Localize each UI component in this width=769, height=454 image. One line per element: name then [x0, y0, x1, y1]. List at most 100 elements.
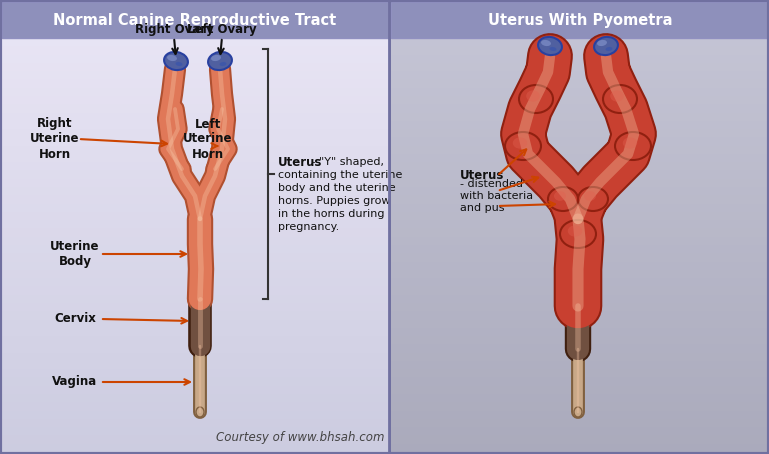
Bar — [2, 319, 389, 328]
Bar — [2, 261, 389, 270]
Bar — [391, 228, 767, 237]
Bar — [391, 352, 767, 361]
Bar — [391, 253, 767, 262]
Bar — [391, 261, 767, 270]
Bar — [391, 369, 767, 377]
Bar — [391, 212, 767, 220]
Ellipse shape — [578, 187, 608, 211]
Bar — [2, 352, 389, 361]
Bar — [2, 178, 389, 187]
Bar — [2, 311, 389, 320]
Bar — [391, 302, 767, 311]
Bar — [391, 269, 767, 278]
Bar — [391, 236, 767, 245]
Ellipse shape — [560, 220, 596, 248]
Bar — [2, 195, 389, 203]
Bar — [391, 54, 767, 63]
Bar — [391, 46, 767, 54]
Bar — [2, 269, 389, 278]
Bar — [2, 419, 389, 427]
Bar — [2, 137, 389, 146]
Ellipse shape — [208, 52, 232, 70]
Bar — [391, 104, 767, 113]
Ellipse shape — [538, 37, 562, 55]
Bar — [2, 435, 389, 444]
Bar — [2, 220, 389, 228]
Bar — [391, 286, 767, 295]
Bar — [2, 128, 389, 138]
Bar — [2, 245, 389, 253]
Text: Vagina: Vagina — [52, 375, 98, 389]
Bar — [2, 327, 389, 336]
Bar — [391, 410, 767, 419]
Text: body and the uterine: body and the uterine — [278, 183, 395, 193]
Ellipse shape — [615, 132, 651, 160]
Bar — [391, 344, 767, 353]
Ellipse shape — [175, 62, 182, 66]
Text: Uterus With Pyometra: Uterus With Pyometra — [488, 13, 672, 28]
Bar — [391, 87, 767, 96]
Bar — [2, 46, 389, 54]
Bar — [391, 443, 767, 452]
Ellipse shape — [605, 47, 612, 51]
Bar — [391, 277, 767, 286]
Ellipse shape — [568, 225, 582, 237]
Bar — [391, 112, 767, 121]
Text: in the horns during: in the horns during — [278, 209, 384, 219]
Ellipse shape — [211, 55, 221, 61]
Text: - distended: - distended — [460, 179, 523, 189]
Bar — [2, 104, 389, 113]
Bar — [391, 319, 767, 328]
Ellipse shape — [526, 90, 540, 102]
Text: horns. Puppies grow: horns. Puppies grow — [278, 196, 391, 206]
Ellipse shape — [219, 62, 226, 66]
Text: Cervix: Cervix — [54, 312, 96, 326]
Bar — [391, 377, 767, 386]
Bar — [2, 203, 389, 212]
Bar — [2, 228, 389, 237]
Bar — [2, 54, 389, 63]
Bar — [2, 427, 389, 435]
Bar — [2, 145, 389, 154]
Bar — [391, 2, 767, 38]
Bar — [391, 245, 767, 253]
Bar — [2, 112, 389, 121]
Ellipse shape — [610, 90, 624, 102]
Ellipse shape — [164, 52, 188, 70]
Ellipse shape — [519, 85, 553, 113]
Text: Uterus: Uterus — [278, 156, 322, 168]
Bar — [391, 162, 767, 171]
Bar — [391, 95, 767, 104]
Bar — [2, 79, 389, 88]
Bar — [2, 377, 389, 386]
Ellipse shape — [513, 138, 528, 148]
Bar — [2, 120, 389, 129]
Text: - "Y" shaped,: - "Y" shaped, — [308, 157, 384, 167]
Bar — [391, 153, 767, 162]
Bar — [391, 79, 767, 88]
Ellipse shape — [597, 40, 607, 46]
Bar — [2, 253, 389, 262]
Bar — [391, 385, 767, 394]
Text: containing the uterine: containing the uterine — [278, 170, 402, 180]
Ellipse shape — [541, 40, 551, 46]
Ellipse shape — [554, 191, 566, 201]
Ellipse shape — [603, 85, 637, 113]
Ellipse shape — [584, 191, 596, 201]
Bar — [2, 294, 389, 303]
Ellipse shape — [167, 55, 177, 61]
Bar — [2, 2, 389, 38]
Bar — [391, 419, 767, 427]
Bar — [2, 170, 389, 179]
Bar — [2, 344, 389, 353]
Bar — [391, 170, 767, 179]
Bar — [2, 277, 389, 286]
Bar — [2, 62, 389, 71]
Bar — [391, 137, 767, 146]
Bar — [391, 187, 767, 195]
Bar — [2, 302, 389, 311]
Ellipse shape — [574, 407, 582, 417]
Ellipse shape — [505, 132, 541, 160]
Bar — [2, 236, 389, 245]
Bar — [2, 443, 389, 452]
